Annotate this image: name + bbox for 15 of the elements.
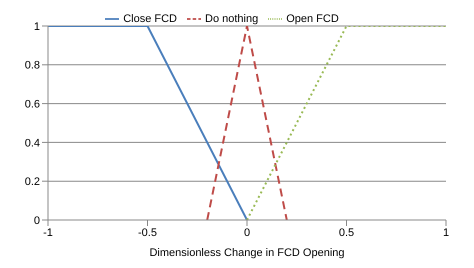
x-tick-label: 0.5 [338,226,354,239]
y-tick-label: 0 [34,214,40,227]
x-tick-label: -1 [43,226,53,239]
y-tick-label: 0.2 [24,176,40,188]
x-tick-label: -0.5 [138,226,157,239]
y-tick-label: 0.6 [24,98,40,111]
legend-label: Close FCD [123,12,177,25]
y-tick-label: 0.8 [24,60,40,72]
legend-label: Do nothing [205,12,258,25]
legend-label: Open FCD [286,12,339,25]
y-tick-label: 0.4 [24,137,40,150]
x-axis-title: Dimensionless Change in FCD Opening [149,247,345,259]
x-tick-label: 1 [442,226,450,239]
y-tick-label: 1 [34,20,40,33]
x-tick-label: 0 [244,226,250,239]
